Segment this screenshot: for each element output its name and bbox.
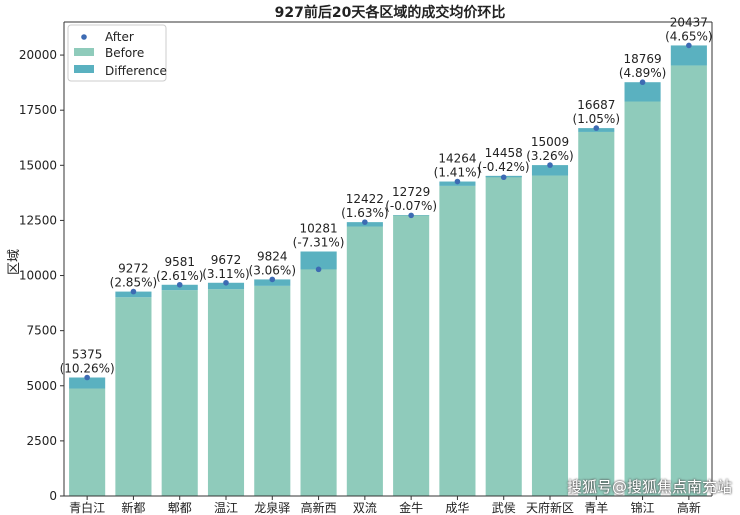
legend-after-marker xyxy=(81,34,87,40)
x-tick-label: 龙泉驿 xyxy=(254,501,290,515)
y-axis-label: 区域 xyxy=(7,249,22,275)
percent-label: (-0.07%) xyxy=(385,199,437,213)
after-point xyxy=(593,125,600,131)
before-bar xyxy=(161,290,198,496)
x-tick-label: 温江 xyxy=(214,501,238,515)
y-tick-label: 10000 xyxy=(19,269,57,283)
difference-bar xyxy=(670,45,707,66)
y-tick-label: 7500 xyxy=(26,324,57,338)
before-bar xyxy=(207,289,245,496)
before-bar xyxy=(69,388,106,496)
x-tick-label: 郫都 xyxy=(168,500,192,515)
after-point xyxy=(547,162,553,168)
chart-title: 927前后20天各区域的成交均价环比 xyxy=(275,4,506,21)
before-bar xyxy=(531,175,569,496)
x-tick-label: 锦江 xyxy=(631,501,655,515)
watermark-text: 搜狐号@搜狐焦点南充站 xyxy=(566,478,732,496)
value-label: 9824 xyxy=(257,249,288,263)
before-bar xyxy=(624,101,661,496)
value-label: 12729 xyxy=(392,185,430,199)
before-bar xyxy=(578,131,615,496)
y-tick-label: 15000 xyxy=(19,158,57,172)
x-tick-label: 高新西 xyxy=(301,500,337,515)
x-tick-label: 天府新区 xyxy=(526,500,574,515)
value-label: 10281 xyxy=(299,222,337,236)
before-bar xyxy=(439,185,476,496)
after-point xyxy=(639,79,646,86)
before-bar xyxy=(254,285,291,496)
difference-bar xyxy=(300,251,337,270)
percent-label: (1.41%) xyxy=(434,166,481,180)
percent-label: (1.05%) xyxy=(573,112,620,126)
percent-label: (10.26%) xyxy=(60,362,115,376)
after-point xyxy=(176,281,183,288)
percent-label: (2.61%) xyxy=(156,269,203,283)
before-bar xyxy=(115,297,152,496)
value-label: 15009 xyxy=(531,135,569,149)
percent-label: (4.65%) xyxy=(665,29,712,43)
legend: After Before Difference xyxy=(67,24,167,82)
after-point xyxy=(223,279,229,286)
after-point xyxy=(454,178,461,185)
difference-bar xyxy=(624,82,661,102)
difference-bar xyxy=(207,282,245,290)
before-bar xyxy=(300,251,337,496)
x-tick-label: 青羊 xyxy=(584,500,608,515)
after-point xyxy=(408,212,414,219)
value-label: 18769 xyxy=(623,52,661,66)
value-label: 16687 xyxy=(577,98,615,112)
x-tick-label: 青白江 xyxy=(69,500,105,515)
legend-difference-swatch xyxy=(74,65,94,73)
before-bar xyxy=(393,215,430,496)
after-point xyxy=(84,374,90,381)
after-point xyxy=(130,288,137,295)
x-tick-label: 双流 xyxy=(353,501,377,515)
value-label: 9672 xyxy=(211,253,242,267)
difference-bar xyxy=(531,165,569,176)
legend-before-swatch xyxy=(74,48,94,56)
value-label: 14458 xyxy=(485,146,523,160)
y-tick-label: 5000 xyxy=(26,379,57,393)
x-tick-label: 武侯 xyxy=(492,501,516,515)
x-tick-label: 高新 xyxy=(677,500,701,515)
x-tick-label: 成华 xyxy=(445,501,469,515)
after-point xyxy=(315,266,322,273)
value-label: 9272 xyxy=(118,262,149,276)
legend-difference-label: Difference xyxy=(105,64,167,78)
after-point xyxy=(362,219,368,225)
after-point xyxy=(686,42,692,49)
before-bar xyxy=(670,65,707,496)
after-point xyxy=(269,276,276,283)
plot-area: 0 2500 5000 7500 10000 12500 15000 17500 20000 53… xyxy=(19,15,713,515)
value-label: 5375 xyxy=(72,348,103,362)
y-tick-label: 12500 xyxy=(19,213,57,227)
percent-label: (4.89%) xyxy=(619,66,666,80)
percent-label: (2.85%) xyxy=(110,276,157,290)
percent-label: (1.63%) xyxy=(341,206,388,220)
after-point xyxy=(500,174,507,181)
legend-before-label: Before xyxy=(105,46,144,60)
value-label: 9581 xyxy=(164,255,195,269)
legend-after-label: After xyxy=(105,30,134,44)
difference-bar xyxy=(69,377,106,389)
percent-label: (-0.42%) xyxy=(478,160,530,174)
y-tick-label: 2500 xyxy=(26,434,57,448)
percent-label: (-7.31%) xyxy=(293,236,345,250)
before-bar xyxy=(346,226,383,496)
difference-bar xyxy=(115,291,152,298)
percent-label: (3.06%) xyxy=(249,263,296,277)
difference-bar xyxy=(254,279,291,286)
value-label: 14264 xyxy=(438,152,476,166)
value-label: 12422 xyxy=(346,192,384,206)
x-tick-label: 新都 xyxy=(121,500,145,515)
y-tick-label: 0 xyxy=(49,489,57,503)
before-bar xyxy=(485,175,522,497)
y-tick-label: 17500 xyxy=(19,103,57,117)
percent-label: (3.26%) xyxy=(526,149,573,163)
x-tick-label: 金牛 xyxy=(399,500,423,515)
percent-label: (3.11%) xyxy=(202,267,249,281)
y-tick-label: 20000 xyxy=(19,48,57,62)
